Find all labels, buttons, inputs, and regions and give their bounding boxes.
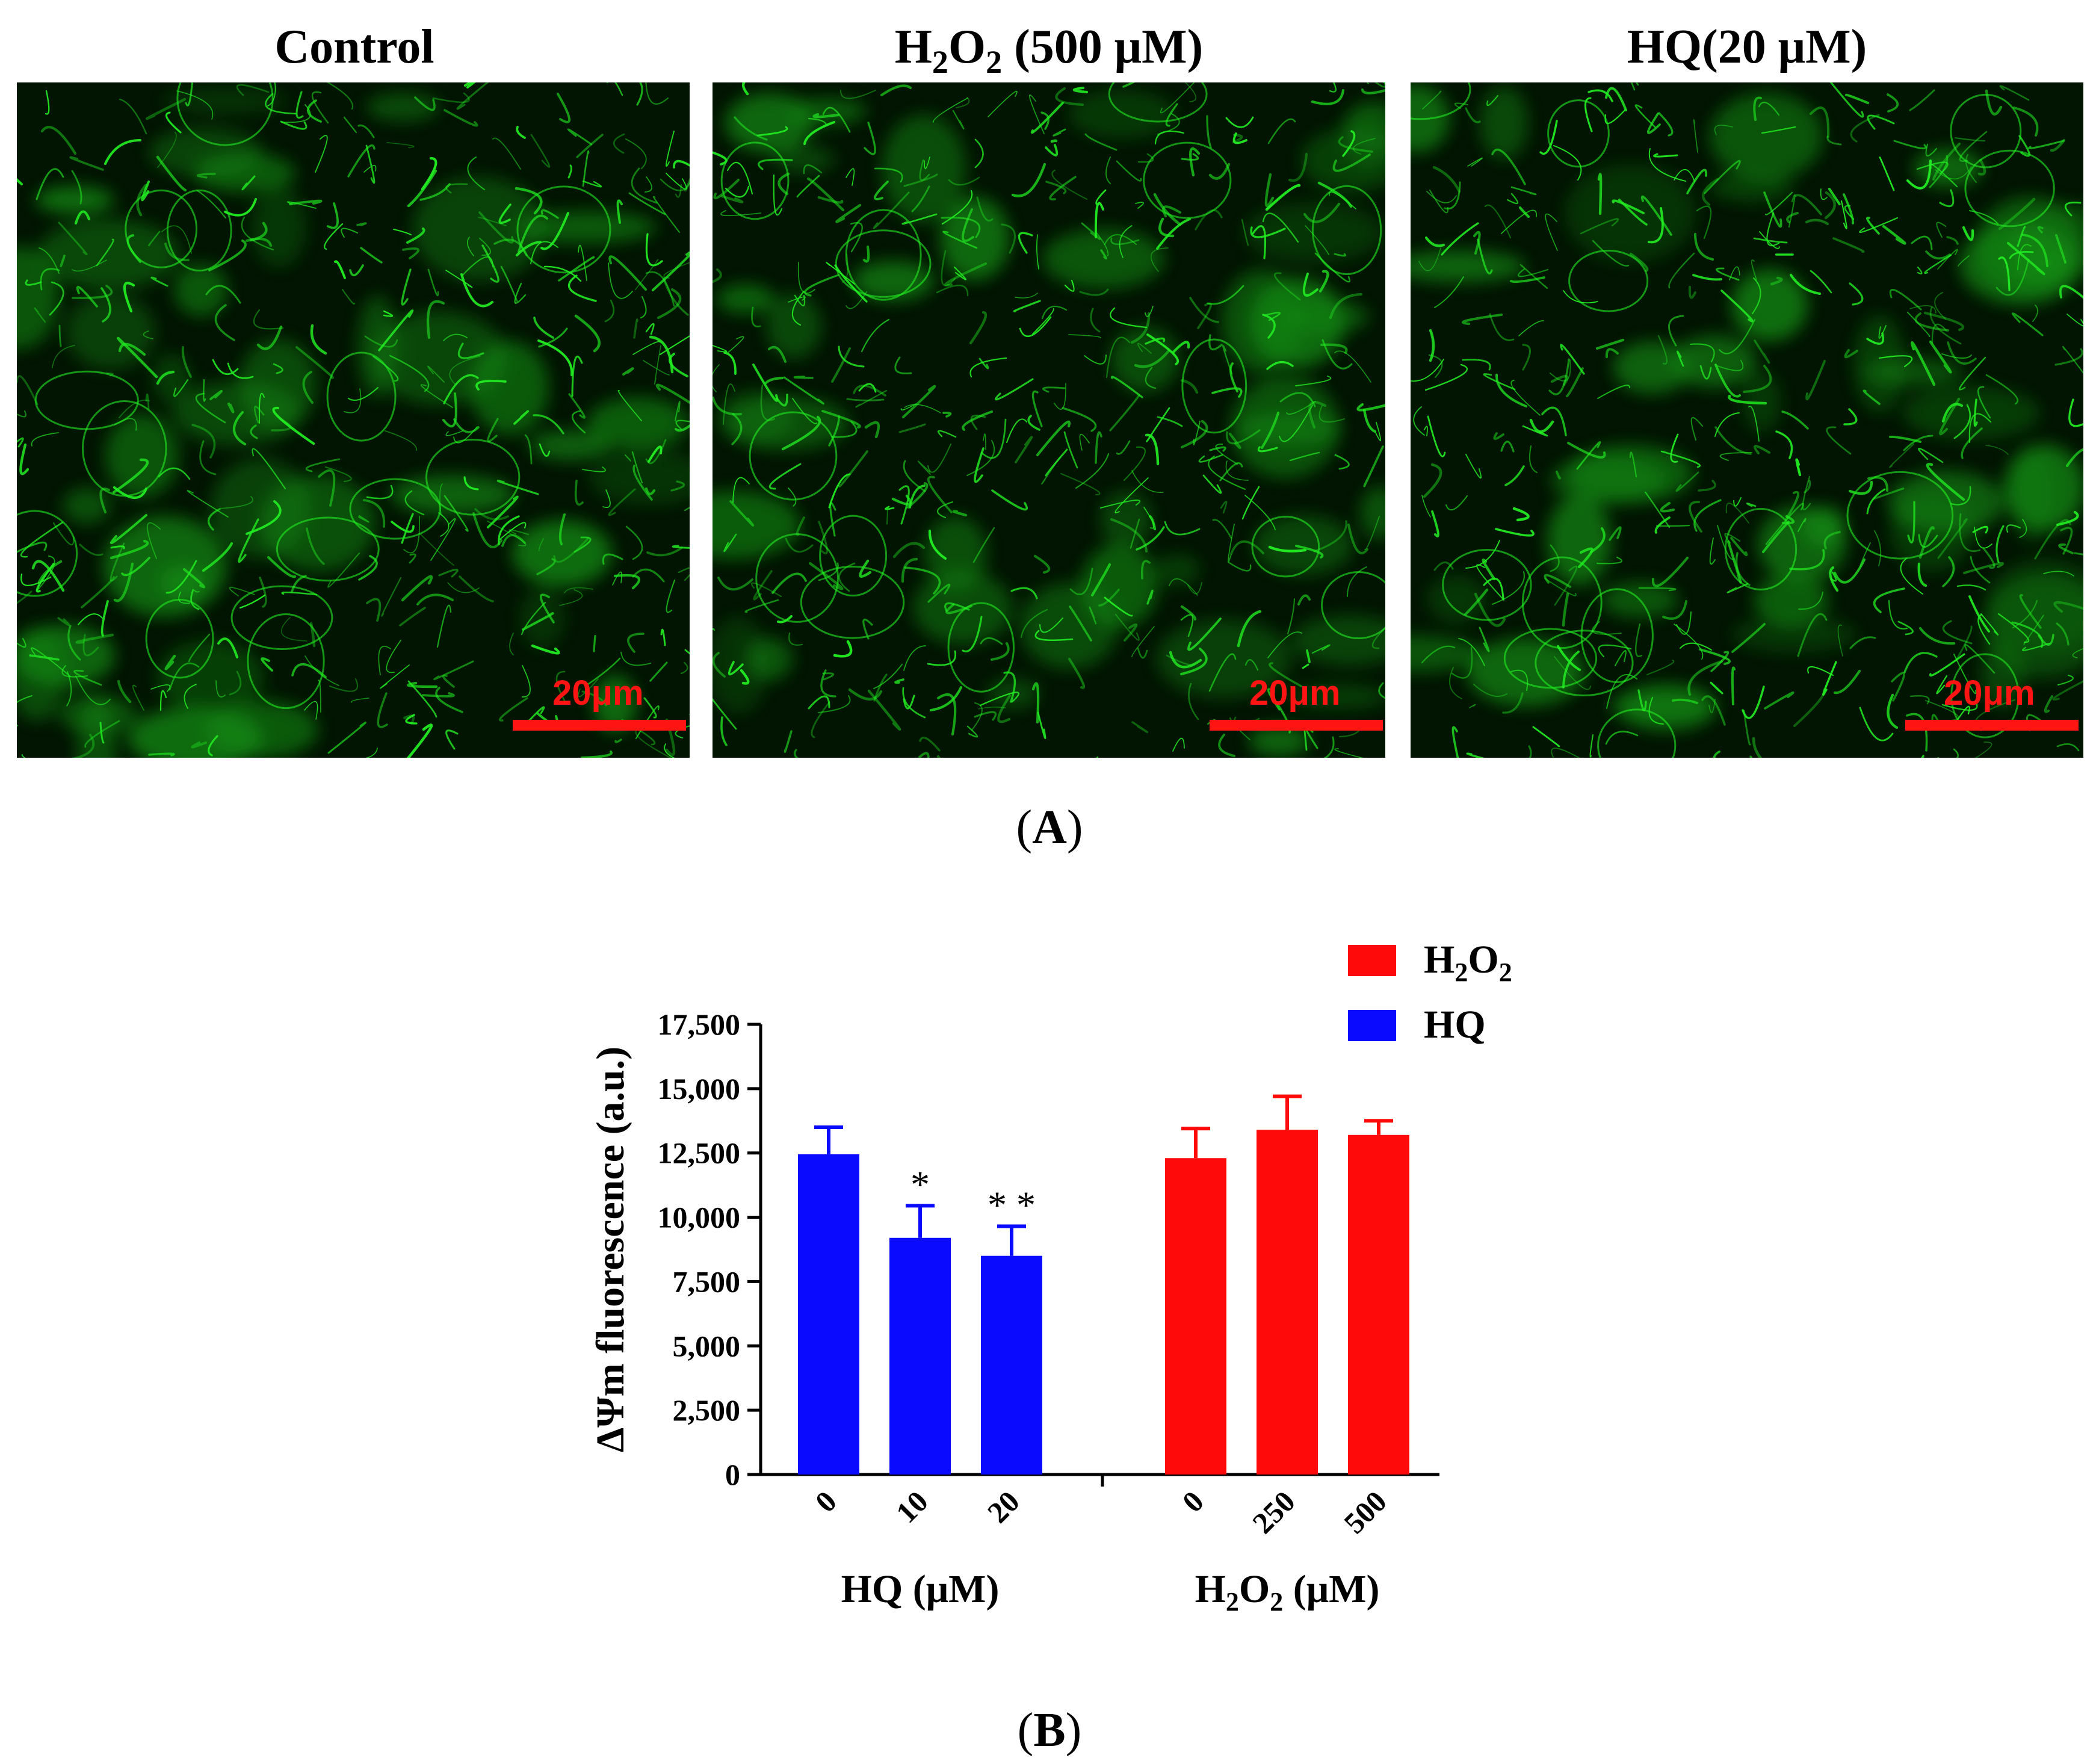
panel-title-hq: HQ(20 μM) (1627, 20, 1867, 73)
scale-bar-h2o2 (1210, 720, 1383, 731)
x-tick-label: 0 (1176, 1484, 1210, 1518)
scale-label-h2o2: 20μm (1249, 673, 1341, 713)
x-group-label: H2O2 (μM) (1195, 1567, 1380, 1617)
panel-title-control: Control (274, 20, 434, 73)
significance-label: * * (988, 1184, 1036, 1227)
x-tick-label: 20 (981, 1484, 1026, 1529)
panel-title-h2o2: H2O2 (500 μM) (894, 20, 1204, 80)
y-tick-label: 17,500 (658, 1007, 741, 1041)
x-group-label: HQ (μM) (841, 1567, 1000, 1611)
x-tick-label: 500 (1337, 1484, 1393, 1540)
bar (889, 1237, 951, 1475)
scale-label-control: 20μm (552, 673, 644, 713)
y-axis-label: ΔΨm fluorescence (a.u.) (589, 1047, 632, 1452)
legend-swatch (1348, 945, 1396, 976)
scale-label-hq: 20μm (1944, 673, 2035, 713)
micrograph-hq (1411, 82, 2083, 758)
scale-bar-hq (1905, 720, 2079, 731)
y-tick-label: 15,000 (658, 1072, 741, 1106)
y-tick-label: 7,500 (673, 1264, 741, 1298)
bar (1257, 1130, 1318, 1475)
bar (1165, 1158, 1226, 1475)
x-tick-label: 10 (889, 1484, 935, 1529)
legend-label: H2O2 (1424, 938, 1512, 987)
y-tick-label: 10,000 (658, 1201, 741, 1234)
y-tick-label: 2,500 (673, 1393, 741, 1427)
bar (1348, 1134, 1409, 1475)
significance-label: * (910, 1163, 930, 1205)
panel-letter-a: (A) (1016, 801, 1083, 854)
panel-letter-b: (B) (1017, 1704, 1082, 1757)
y-tick-label: 12,500 (658, 1136, 741, 1170)
bar (981, 1255, 1042, 1475)
x-tick-label: 0 (809, 1484, 843, 1518)
legend-swatch (1348, 1010, 1396, 1041)
legend-label: HQ (1424, 1003, 1486, 1047)
micrograph-control (17, 82, 690, 758)
y-tick-label: 0 (725, 1458, 740, 1491)
y-tick-label: 5,000 (673, 1329, 741, 1363)
x-tick-label: 250 (1246, 1484, 1302, 1540)
micrograph-h2o2 (713, 82, 1385, 758)
bar (798, 1154, 859, 1475)
scale-bar-control (513, 720, 686, 731)
